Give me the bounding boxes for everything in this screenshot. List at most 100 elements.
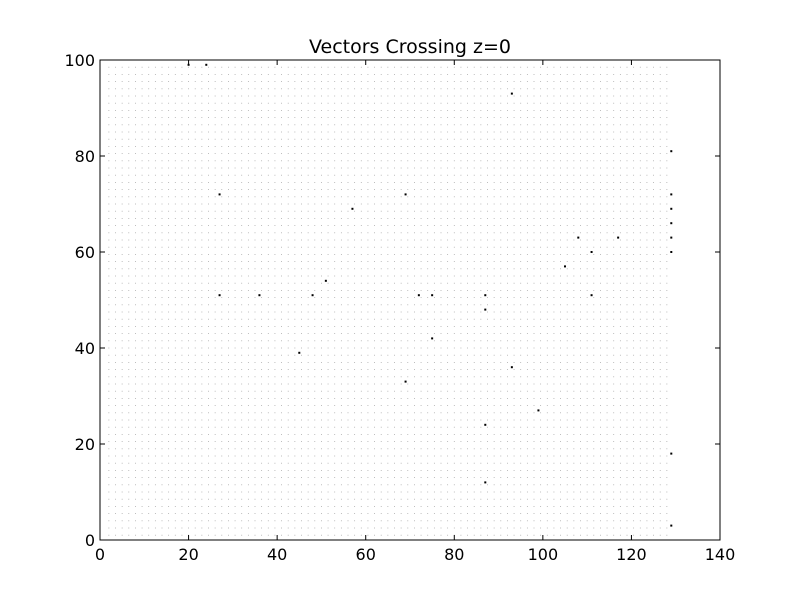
background-point [128, 297, 130, 298]
background-point [247, 124, 249, 126]
background-point [374, 506, 375, 507]
background-point [586, 102, 588, 104]
background-point [168, 491, 170, 493]
background-point [307, 196, 309, 198]
background-point [520, 81, 522, 82]
background-point [473, 470, 475, 471]
background-point [168, 131, 170, 133]
background-point [453, 498, 455, 500]
background-point [108, 146, 110, 147]
background-point [467, 95, 468, 97]
background-point [174, 88, 176, 90]
background-point [493, 239, 495, 241]
background-point [447, 167, 449, 169]
background-point [540, 491, 542, 493]
background-point [460, 304, 462, 306]
background-point [347, 239, 349, 241]
background-point [433, 383, 435, 385]
background-point [154, 88, 156, 90]
background-point [553, 110, 555, 111]
background-point [161, 376, 163, 378]
background-point [274, 484, 276, 486]
background-point [294, 419, 296, 421]
background-point [141, 513, 143, 514]
background-point [135, 491, 136, 493]
background-point [121, 254, 123, 255]
background-point [467, 527, 468, 529]
background-point [500, 311, 502, 313]
background-point [221, 383, 223, 385]
background-point [420, 182, 422, 183]
background-point [433, 196, 435, 198]
background-point [553, 261, 555, 262]
background-point [580, 462, 581, 464]
background-point [128, 196, 130, 198]
background-point [121, 290, 123, 291]
background-point [214, 74, 216, 75]
background-point [360, 74, 362, 75]
background-point [340, 419, 342, 421]
background-point [115, 477, 116, 478]
background-point [334, 311, 336, 313]
background-point [274, 275, 276, 277]
background-point [513, 513, 515, 514]
background-point [573, 239, 575, 241]
background-point [487, 160, 488, 162]
background-point [154, 448, 156, 450]
background-point [347, 513, 349, 514]
background-point [327, 153, 329, 154]
background-point [553, 268, 555, 270]
background-point [228, 412, 229, 414]
background-point [400, 218, 402, 219]
background-point [141, 426, 143, 428]
background-point [287, 290, 289, 291]
background-point [586, 534, 588, 536]
background-point [228, 239, 229, 241]
background-point [108, 182, 110, 183]
background-point [400, 491, 402, 493]
background-point [267, 167, 269, 169]
background-point [161, 261, 163, 262]
background-point [340, 239, 342, 241]
background-point [507, 455, 508, 457]
background-point [241, 261, 243, 262]
background-point [294, 290, 296, 291]
background-point [467, 441, 468, 442]
background-point [354, 376, 356, 378]
background-point [228, 88, 229, 90]
background-point [154, 167, 156, 169]
background-point [254, 383, 256, 385]
background-point [234, 398, 236, 399]
background-point [507, 340, 508, 342]
background-point [287, 441, 289, 442]
background-point [254, 153, 256, 154]
background-point [301, 340, 302, 342]
background-point [154, 239, 156, 241]
background-point [473, 131, 475, 133]
background-point [161, 390, 163, 392]
background-point [586, 527, 588, 529]
background-point [560, 189, 561, 190]
background-point [387, 246, 389, 248]
background-point [221, 174, 223, 176]
background-point [400, 153, 402, 154]
background-point [473, 369, 475, 370]
background-point [520, 131, 522, 133]
background-point [507, 131, 508, 133]
background-point [161, 354, 163, 356]
background-point [540, 455, 542, 457]
background-point [380, 462, 382, 464]
background-point [367, 225, 369, 226]
background-point [321, 340, 322, 342]
background-point [400, 340, 402, 342]
background-point [267, 426, 269, 428]
background-point [606, 527, 608, 529]
background-point [108, 81, 110, 82]
background-point [340, 527, 342, 529]
background-point [553, 218, 555, 219]
background-point [580, 282, 581, 284]
background-point [453, 203, 455, 205]
background-point [108, 376, 110, 378]
background-point [380, 426, 382, 428]
background-point [460, 405, 462, 406]
